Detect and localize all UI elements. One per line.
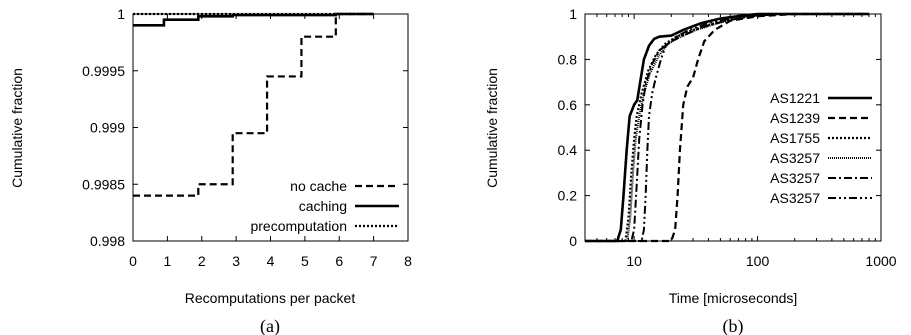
panel-a-caption: (a) [260,316,280,335]
panel-b-x-ticks: 10 100 1000 [584,14,897,269]
legend-label: AS3257 [770,170,820,186]
panel-b-series [585,12,870,243]
x-tick-label: 2 [198,253,206,269]
y-tick-label: 1 [569,6,577,22]
panel-a-series [133,12,374,197]
x-tick-label: 100 [746,253,770,269]
series-line-a-1 [133,12,374,27]
panel-a-ylabel: Cumulative fraction [9,68,25,188]
series-line-b-0 [585,12,870,243]
x-tick-label: 6 [335,253,343,269]
legend-label: caching [299,198,347,214]
panel-a: 1 0.9995 0.999 0.9985 0.998 0 1 2 3 4 5 6 7 8 Cumula… [9,6,412,335]
x-tick-label: 5 [301,253,309,269]
x-tick-label: 3 [232,253,240,269]
y-tick-label: 0.998 [90,233,125,249]
legend-label: AS1221 [770,90,820,106]
legend-label: AS1239 [770,110,820,126]
panel-b-ylabel: Cumulative fraction [484,68,500,188]
x-tick-label: 8 [404,253,412,269]
x-tick-label: 1000 [865,253,896,269]
y-tick-label: 0.9995 [82,63,125,79]
panel-b-legend: AS1221 AS1239 AS1755 AS3257 AS3257 AS3257 [770,90,872,206]
series-line-a-0 [133,12,374,197]
x-tick-label: 1 [163,253,171,269]
legend-label: no cache [290,178,347,194]
x-tick-label: 4 [267,253,275,269]
panel-b-caption: (b) [723,316,744,335]
panel-b-xlabel: Time [microseconds] [669,290,798,306]
y-tick-label: 0 [569,233,577,249]
y-tick-label: 0.4 [558,142,578,158]
x-tick-label: 0 [129,253,137,269]
panel-a-y-ticks: 1 0.9995 0.999 0.9985 0.998 [82,6,408,249]
x-tick-label: 10 [626,253,642,269]
y-tick-label: 0.6 [558,97,578,113]
legend-label: AS1755 [770,130,820,146]
panel-b-plot-frame [584,13,882,242]
legend-label: AS3257 [770,150,820,166]
y-tick-label: 0.9985 [82,176,125,192]
y-tick-label: 1 [117,6,125,22]
x-tick-label: 7 [370,253,378,269]
panel-b-y-ticks: 1 0.8 0.6 0.4 0.2 0 [558,6,881,249]
panel-b: 1 0.8 0.6 0.4 0.2 0 10 100 1000 Cumulative frac… [484,6,897,335]
y-tick-label: 0.2 [558,188,578,204]
legend-label: precomputation [250,218,347,234]
series-line-b-4 [585,13,870,242]
y-tick-label: 0.8 [558,51,578,67]
panel-a-legend: no cache caching precomputation [250,178,399,234]
series-line-b-5 [585,13,870,242]
legend-label: AS3257 [770,190,820,206]
series-line-b-3 [585,13,870,242]
panel-a-xlabel: Recomputations per packet [185,290,356,306]
y-tick-label: 0.999 [90,120,125,136]
